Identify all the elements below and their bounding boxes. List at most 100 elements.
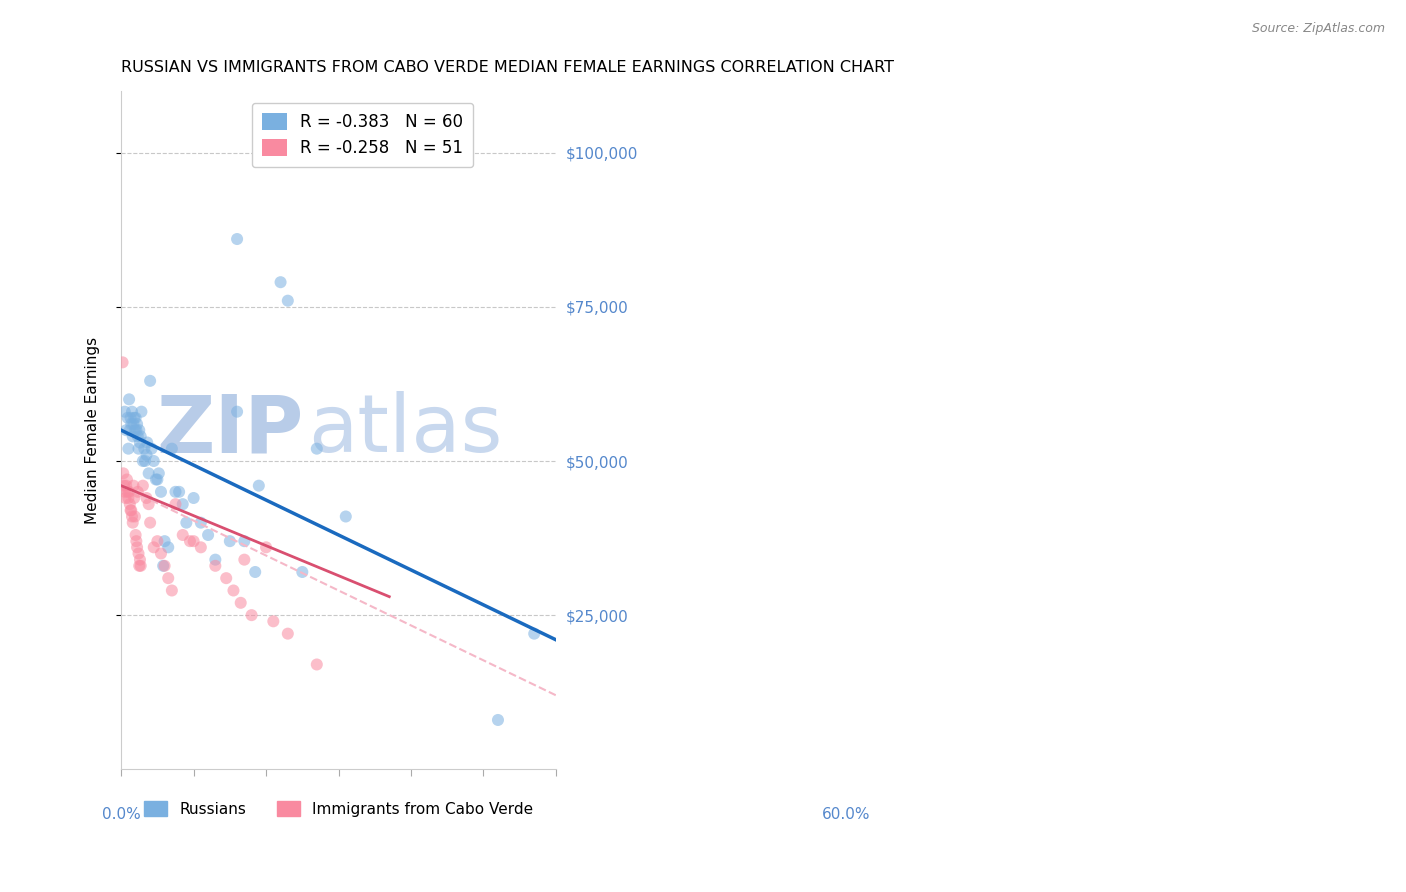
Point <box>204 558 226 573</box>
Text: atlas: atlas <box>308 392 502 469</box>
Point <box>146 534 169 549</box>
Point <box>115 423 138 437</box>
Text: ZIP: ZIP <box>156 392 304 469</box>
Point <box>125 534 148 549</box>
Text: 60.0%: 60.0% <box>821 806 870 822</box>
Point <box>129 552 152 566</box>
Point <box>114 484 136 499</box>
Point <box>197 528 219 542</box>
Point <box>157 571 180 585</box>
Point <box>179 534 201 549</box>
Point <box>142 541 165 555</box>
Point <box>127 484 149 499</box>
Point <box>118 423 141 437</box>
Point <box>120 503 142 517</box>
Point <box>118 497 141 511</box>
Point <box>122 478 145 492</box>
Point <box>141 442 163 456</box>
Point <box>125 417 148 431</box>
Point <box>486 713 509 727</box>
Point <box>229 596 252 610</box>
Point <box>117 410 139 425</box>
Point <box>240 608 263 623</box>
Point <box>218 534 240 549</box>
Point <box>190 541 212 555</box>
Point <box>125 541 148 555</box>
Point <box>165 497 187 511</box>
Point <box>132 454 155 468</box>
Point <box>125 423 148 437</box>
Point <box>120 417 142 431</box>
Point <box>222 583 245 598</box>
Point <box>254 541 277 555</box>
Point <box>291 565 314 579</box>
Point <box>115 478 138 492</box>
Point <box>270 275 292 289</box>
Point <box>117 442 139 456</box>
Point <box>172 497 194 511</box>
Point <box>114 491 136 505</box>
Point <box>138 497 160 511</box>
Point <box>160 583 183 598</box>
Point <box>118 392 141 407</box>
Point <box>139 516 162 530</box>
Point <box>145 473 167 487</box>
Point <box>115 473 138 487</box>
Point <box>157 541 180 555</box>
Point <box>128 442 150 456</box>
Point <box>150 484 173 499</box>
Point <box>262 615 284 629</box>
Point <box>183 491 205 505</box>
Point <box>233 534 256 549</box>
Point <box>135 448 157 462</box>
Point <box>128 423 150 437</box>
Point <box>124 410 146 425</box>
Point <box>132 478 155 492</box>
Point <box>131 405 153 419</box>
Point <box>120 410 142 425</box>
Point <box>121 516 143 530</box>
Point <box>124 423 146 437</box>
Point <box>129 558 152 573</box>
Point <box>128 558 150 573</box>
Point <box>128 547 150 561</box>
Point <box>121 405 143 419</box>
Point <box>122 410 145 425</box>
Point <box>226 405 249 419</box>
Point <box>152 558 174 573</box>
Point <box>121 509 143 524</box>
Point <box>117 491 139 505</box>
Point <box>247 478 270 492</box>
Point <box>118 484 141 499</box>
Text: 0.0%: 0.0% <box>101 806 141 822</box>
Point <box>138 467 160 481</box>
Point <box>153 558 176 573</box>
Point <box>183 534 205 549</box>
Point <box>165 484 187 499</box>
Point <box>172 528 194 542</box>
Point <box>233 552 256 566</box>
Point <box>150 547 173 561</box>
Point <box>204 552 226 566</box>
Point <box>135 491 157 505</box>
Point <box>122 491 145 505</box>
Point <box>523 626 546 640</box>
Point <box>134 442 156 456</box>
Point <box>124 528 146 542</box>
Point <box>112 478 135 492</box>
Point <box>120 503 142 517</box>
Point <box>129 429 152 443</box>
Point <box>277 626 299 640</box>
Point <box>305 442 328 456</box>
Point <box>117 484 139 499</box>
Point <box>114 405 136 419</box>
Point <box>122 417 145 431</box>
Point <box>215 571 238 585</box>
Point <box>226 232 249 246</box>
Point <box>129 435 152 450</box>
Point <box>146 473 169 487</box>
Point <box>305 657 328 672</box>
Point <box>121 429 143 443</box>
Point <box>112 467 135 481</box>
Text: Source: ZipAtlas.com: Source: ZipAtlas.com <box>1251 22 1385 36</box>
